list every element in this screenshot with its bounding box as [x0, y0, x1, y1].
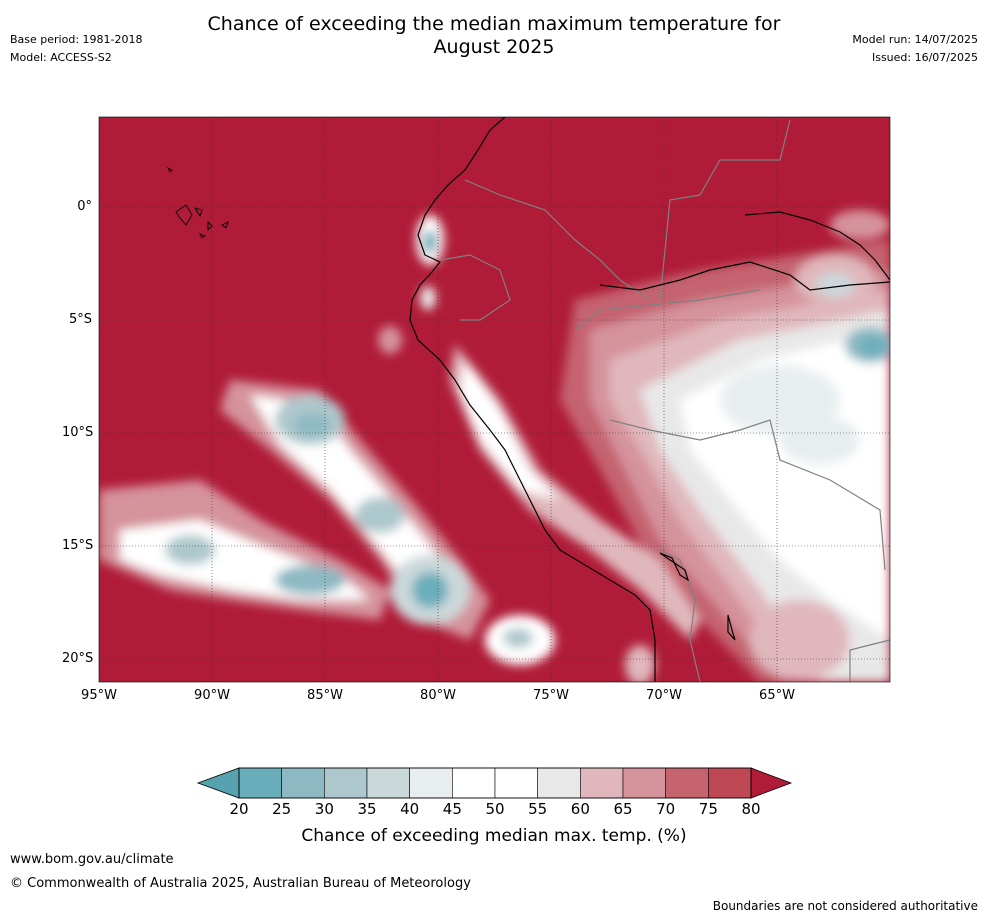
lat-label-15s: 15°S	[62, 538, 94, 553]
colorbar-cell	[494, 767, 538, 799]
copyright: © Commonwealth of Australia 2025, Austra…	[10, 876, 471, 891]
colorbar-cell	[324, 767, 368, 799]
model-name: Model: ACCESS-S2	[10, 51, 112, 64]
title-line-1: Chance of exceeding the median maximum t…	[207, 13, 781, 35]
colorbar-tick-label: 60	[570, 800, 590, 818]
title-line-2: August 2025	[433, 36, 555, 58]
chart-title: Chance of exceeding the median maximum t…	[150, 13, 838, 59]
lon-label-80w: 80°W	[420, 688, 456, 703]
disclaimer: Boundaries are not considered authoritat…	[712, 899, 978, 913]
colorbar-cell	[580, 767, 624, 799]
lon-label-75w: 75°W	[533, 688, 569, 703]
colorbar-tick-label: 20	[229, 800, 249, 818]
probability-field	[99, 210, 890, 682]
lon-label-85w: 85°W	[307, 688, 343, 703]
issued-date: Issued: 16/07/2025	[871, 51, 978, 64]
meta-right: Model run: 14/07/2025 Issued: 16/07/2025	[852, 31, 978, 67]
colorbar-tick-label: 40	[400, 800, 420, 818]
colorbar-cell	[452, 767, 496, 799]
lon-label-90w: 90°W	[194, 688, 230, 703]
lat-label-20s: 20°S	[62, 651, 94, 666]
country-borders	[439, 119, 890, 682]
lat-label-10s: 10°S	[62, 425, 94, 440]
colorbar-cell	[238, 767, 282, 799]
colorbar-extend-high	[750, 767, 793, 799]
colorbar-extend-low	[196, 767, 240, 799]
colorbar-cell	[708, 767, 752, 799]
colorbar-tick-label: 45	[442, 800, 462, 818]
colorbar-tick-label: 80	[741, 800, 761, 818]
colorbar-tick-label: 30	[314, 800, 334, 818]
graticule	[99, 117, 890, 682]
lat-label-5s: 5°S	[68, 312, 92, 327]
colorbar-tick-label: 35	[357, 800, 377, 818]
map-area[interactable]	[99, 117, 895, 685]
colorbar-tick-label: 70	[656, 800, 676, 818]
map-frame	[98, 116, 891, 683]
colorbar-label: Chance of exceeding median max. temp. (%…	[301, 826, 687, 846]
meta-left: Base period: 1981-2018 Model: ACCESS-S2	[10, 31, 142, 67]
colorbar-tick-label: 25	[272, 800, 292, 818]
colorbar-tick-label: 75	[698, 800, 718, 818]
colorbar-tick-label: 55	[528, 800, 548, 818]
colorbar-frame	[238, 767, 752, 799]
lat-label-0: 0°	[77, 199, 92, 214]
colorbar-cell	[622, 767, 666, 799]
lon-label-65w: 65°W	[759, 688, 795, 703]
colorbar-cell	[281, 767, 325, 799]
colorbar-cell	[665, 767, 709, 799]
website-link[interactable]: www.bom.gov.au/climate	[10, 852, 174, 867]
coastlines	[409, 117, 890, 682]
colorbar-tick-label: 50	[485, 800, 505, 818]
galapagos-islands	[166, 166, 229, 239]
base-period: Base period: 1981-2018	[10, 33, 143, 46]
colorbar-cell	[537, 767, 581, 799]
lon-label-70w: 70°W	[646, 688, 682, 703]
lon-label-95w: 95°W	[81, 688, 117, 703]
colorbar	[196, 767, 793, 799]
colorbar-tick-label: 65	[613, 800, 633, 818]
colorbar-cell	[366, 767, 410, 799]
colorbar-cell	[409, 767, 453, 799]
model-run: Model run: 14/07/2025	[852, 33, 978, 46]
